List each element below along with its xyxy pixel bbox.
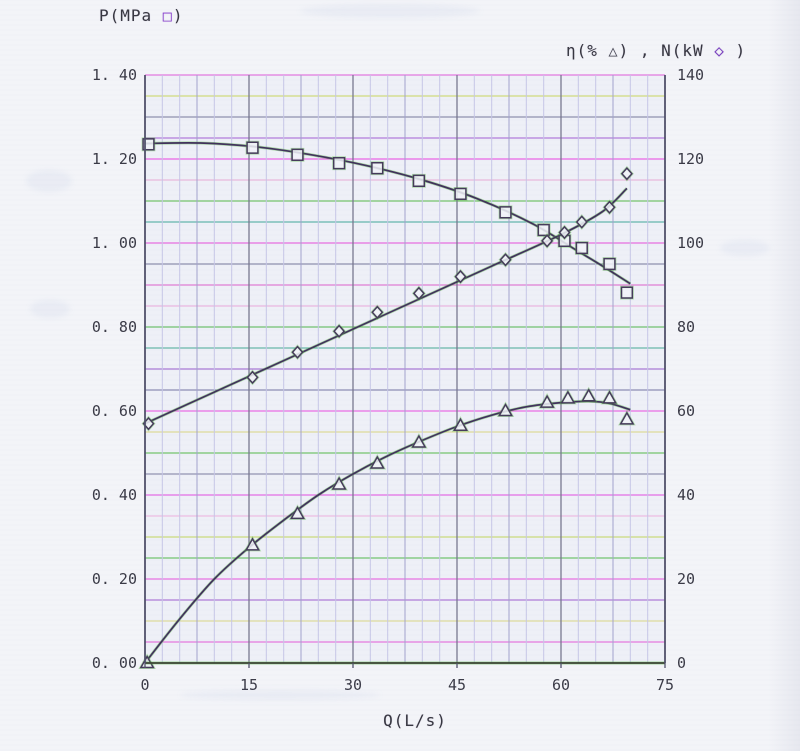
triangle-marker <box>539 394 555 408</box>
triangle-marker <box>290 505 305 520</box>
triangle-marker-icon: △ <box>608 42 619 60</box>
y-right-tick-label: 80 <box>677 318 695 336</box>
y-left-tick-label: 0. 40 <box>92 486 137 504</box>
right-axis-title-close: ) <box>724 41 747 60</box>
square-marker <box>499 206 512 219</box>
y-right-tick-label: 20 <box>677 570 695 588</box>
y-left-tick-label: 1. 00 <box>92 234 137 252</box>
square-marker <box>412 174 426 187</box>
diamond-marker <box>558 225 571 240</box>
left-axis-title-close: ) <box>172 6 184 25</box>
square-marker <box>246 141 259 154</box>
y-left-tick-label: 0. 60 <box>92 402 137 420</box>
square-marker <box>454 187 467 201</box>
triangle-marker <box>602 390 617 404</box>
diamond-marker <box>291 345 304 359</box>
square-marker <box>620 286 634 299</box>
triangle-marker <box>581 388 597 402</box>
x-axis-tick-label: 75 <box>656 676 674 694</box>
square-marker <box>332 157 346 170</box>
y-right-tick-label: 40 <box>677 486 695 504</box>
diamond-marker <box>454 269 467 284</box>
x-axis-tick-label: 0 <box>140 676 149 694</box>
triangle-marker <box>245 537 260 551</box>
square-marker <box>371 162 384 175</box>
square-marker <box>537 223 550 237</box>
left-axis-title: P(MPa □) <box>99 6 183 25</box>
left-axis-title-text: P(MPa <box>99 6 163 25</box>
diamond-marker <box>499 253 512 267</box>
y-left-tick-label: 0. 20 <box>92 570 137 588</box>
x-axis-title: Q(L/s) <box>383 711 447 730</box>
right-axis-title-eta: η(% <box>566 41 609 60</box>
diamond-marker <box>575 215 588 229</box>
y-right-tick-label: 0 <box>677 654 686 672</box>
y-right-tick-label: 140 <box>677 66 704 84</box>
triangle-marker <box>560 390 576 404</box>
triangle-marker <box>369 455 385 469</box>
y-left-tick-label: 1. 20 <box>92 150 137 168</box>
diamond-marker <box>246 370 259 385</box>
triangle-marker <box>498 402 513 417</box>
diamond-marker <box>371 305 384 320</box>
y-left-tick-label: 0. 00 <box>92 654 137 672</box>
square-marker <box>603 257 616 271</box>
triangle-marker <box>453 417 468 431</box>
triangle-marker <box>411 434 427 448</box>
right-axis-title: η(% △) , N(kW ◇ ) <box>566 41 746 60</box>
triangle-marker <box>331 476 347 490</box>
y-left-tick-label: 0. 80 <box>92 318 137 336</box>
square-marker-icon: □ <box>162 7 173 25</box>
diamond-marker <box>603 200 616 215</box>
y-left-tick-label: 1. 40 <box>92 66 137 84</box>
right-axis-title-mid: ) , N(kW <box>618 41 715 60</box>
curve-triangle <box>144 400 631 664</box>
x-axis-tick-label: 30 <box>344 676 362 694</box>
square-marker <box>575 241 588 255</box>
x-axis-tick-label: 45 <box>448 676 466 694</box>
diamond-marker <box>620 166 633 181</box>
x-axis-tick-label: 60 <box>552 676 570 694</box>
y-right-tick-label: 60 <box>677 402 695 420</box>
triangle-marker <box>619 411 635 425</box>
y-right-tick-label: 120 <box>677 150 704 168</box>
diamond-marker <box>541 234 554 248</box>
diamond-marker <box>412 286 425 301</box>
square-marker <box>291 148 304 161</box>
y-right-tick-label: 100 <box>677 234 704 252</box>
diamond-marker-icon: ◇ <box>714 41 725 60</box>
x-axis-tick-label: 15 <box>240 676 258 694</box>
diamond-marker <box>333 324 346 338</box>
curve-diamond <box>144 187 628 425</box>
